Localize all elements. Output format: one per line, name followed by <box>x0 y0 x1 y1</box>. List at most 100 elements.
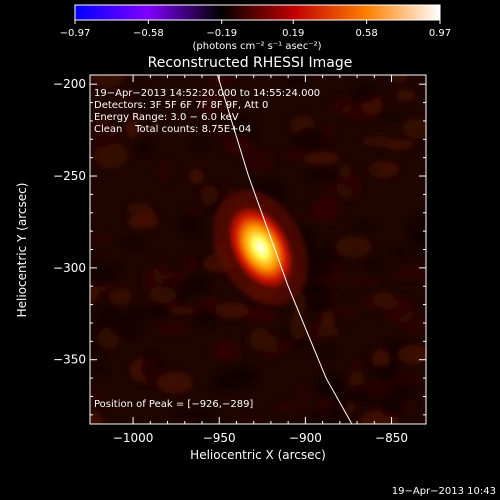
noise-blob <box>148 301 168 320</box>
noise-blob <box>106 90 134 101</box>
x-axis-label: Heliocentric X (arcsec) <box>190 448 326 462</box>
noise-blob <box>182 274 211 295</box>
noise-blob <box>201 296 221 310</box>
noise-blob <box>324 306 361 319</box>
annotation-detectors: Detectors: 3F 5F 6F 7F 8F 9F, Att 0 <box>94 100 268 111</box>
annotation-counts: Clean Total counts: 8.75E+04 <box>94 124 251 135</box>
noise-blob <box>184 207 203 216</box>
annotation-block: 19−Apr−2013 14:52:20.000 to 14:55:24.000… <box>94 88 320 135</box>
noise-blob <box>370 255 383 271</box>
noise-blob <box>379 392 405 418</box>
noise-blob <box>382 297 415 324</box>
colorbar-strip <box>74 4 441 21</box>
noise-blob <box>181 417 195 424</box>
noise-blob <box>200 184 218 206</box>
annotation-time: 19−Apr−2013 14:52:20.000 to 14:55:24.000 <box>94 88 320 99</box>
noise-blob <box>215 366 250 389</box>
noise-blob <box>222 134 252 155</box>
noise-blob <box>123 111 148 121</box>
noise-blob <box>90 75 126 89</box>
colorbar-tick-label: 0.19 <box>282 28 304 39</box>
flare-core <box>224 201 297 294</box>
x-tick-label: −900 <box>289 431 322 445</box>
y-tick-label: −350 <box>53 353 86 367</box>
noise-blob <box>390 268 420 281</box>
noise-blob <box>125 120 139 138</box>
chart-title: Reconstructed RHESSI Image <box>148 55 353 71</box>
noise-blob <box>402 118 426 139</box>
colorbar-unit-label: (photons cm⁻² s⁻¹ asec⁻²) <box>192 41 321 52</box>
noise-blob <box>215 302 249 319</box>
noise-blob <box>393 246 409 259</box>
y-axis-label: Heliocentric Y (arcsec) <box>15 183 29 318</box>
noise-blob <box>373 365 398 381</box>
colorbar: −0.97 −0.58 −0.19 0.19 0.58 0.97 (photons cm⁻… <box>60 4 451 52</box>
peak-position-label: Position of Peak = [−926,−289] <box>94 399 253 410</box>
noise-blob <box>199 89 222 116</box>
noise-blob <box>396 89 416 102</box>
y-tick-label: −200 <box>53 77 86 91</box>
colorbar-tick-label: −0.97 <box>60 28 91 39</box>
noise-blob <box>350 357 364 371</box>
x-tick-label: −1000 <box>113 431 154 445</box>
annotation-energy: Energy Range: 3.0 − 6.0 keV <box>94 112 239 123</box>
noise-blob <box>156 371 194 394</box>
noise-blob <box>136 140 152 156</box>
noise-blob <box>141 353 163 382</box>
axis-ticks: −1000 −950 −900 −850 −200 −250 −300 −350 <box>53 75 426 445</box>
noise-blob <box>285 75 306 89</box>
noise-blob <box>261 333 279 359</box>
colorbar-tick-label: −0.19 <box>206 28 237 39</box>
noise-blob <box>209 75 233 88</box>
noise-blob <box>346 276 380 287</box>
noise-blob <box>377 112 404 121</box>
noise-blob <box>127 202 152 217</box>
noise-blob <box>275 402 296 412</box>
noise-blob <box>193 309 218 327</box>
noise-blob <box>143 267 163 294</box>
noise-blob <box>90 123 118 147</box>
noise-blob <box>155 320 192 337</box>
noise-blob <box>335 235 372 258</box>
noise-blob <box>386 371 426 386</box>
noise-blob <box>149 286 178 304</box>
noise-blob <box>371 349 390 369</box>
noise-blob <box>174 408 215 424</box>
noise-blob <box>91 361 108 375</box>
noise-blob <box>321 345 334 357</box>
footer-timestamp: 19−Apr−2013 10:43 <box>392 486 496 497</box>
noise-blob <box>137 91 158 113</box>
noise-blob <box>362 135 395 147</box>
noise-blob <box>120 237 147 247</box>
noise-blob <box>391 75 408 84</box>
plot-area: −1000 −950 −900 −850 −200 −250 −300 −350 19−Apr… <box>53 74 427 445</box>
noise-blob <box>297 383 311 410</box>
noise-blob <box>169 306 195 315</box>
noise-blob <box>292 290 306 318</box>
noise-blob <box>240 307 279 324</box>
noise-blob <box>306 167 339 182</box>
noise-blob <box>93 141 128 170</box>
solar-limb <box>217 75 353 424</box>
noise-blob <box>410 232 426 251</box>
colorbar-tick-label: 0.97 <box>429 28 451 39</box>
noise-blob <box>398 344 426 365</box>
noise-blob <box>336 172 360 200</box>
noise-blob <box>242 148 274 173</box>
y-tick-label: −250 <box>53 169 86 183</box>
noise-blob <box>218 116 255 125</box>
noise-blob <box>90 411 103 424</box>
noise-blob <box>331 97 352 114</box>
noise-blob <box>110 316 142 339</box>
x-tick-label: −950 <box>203 431 236 445</box>
noise-blob <box>361 379 394 399</box>
noise-blob <box>244 413 259 424</box>
noise-blob <box>156 158 173 182</box>
y-tick-label: −300 <box>53 261 86 275</box>
noise-blob <box>302 151 340 165</box>
colorbar-tick-label: 0.58 <box>355 28 377 39</box>
noise-blob <box>308 282 326 309</box>
noise-blob <box>353 83 378 103</box>
noise-blob <box>362 165 383 176</box>
